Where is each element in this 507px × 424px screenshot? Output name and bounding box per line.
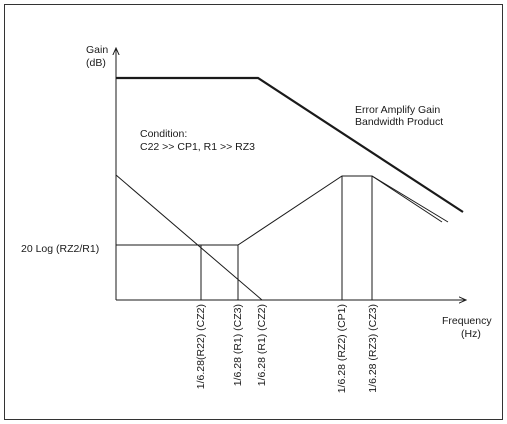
marker-label-4: 1/6.28 (RZ2) (CP1): [336, 304, 348, 393]
outer-border: [4, 4, 503, 420]
y-axis-label: Gain: [86, 44, 108, 56]
condition-text: C22 >> CP1, R1 >> RZ3: [140, 141, 255, 153]
gbw-annotation-line1: Error Amplify Gain: [355, 104, 440, 116]
compensator-rolloff-line: [371, 175, 443, 223]
x-axis-unit: (Hz): [461, 328, 481, 340]
x-axis-label: Frequency: [442, 315, 492, 327]
compensator-gain-curve: [116, 175, 449, 246]
y-axis-unit: (dB): [86, 57, 106, 69]
marker-label-2: 1/6.28 (R1) (CZ3): [232, 304, 244, 386]
marker-label-5: 1/6.28 (RZ3) (CZ3): [367, 304, 379, 393]
gain-level-label: 20 Log (RZ2/R1): [21, 243, 99, 255]
condition-title: Condition:: [140, 128, 187, 140]
marker-label-1: 1/6.28(R22) (CZ2): [195, 304, 207, 389]
gbw-annotation-line2: Bandwidth Product: [355, 116, 443, 128]
marker-label-3: 1/6.28 (R1) (CZ2): [256, 304, 268, 386]
gain-bandwidth-curve: [116, 76, 464, 213]
integrator-asymptote: [115, 174, 263, 301]
